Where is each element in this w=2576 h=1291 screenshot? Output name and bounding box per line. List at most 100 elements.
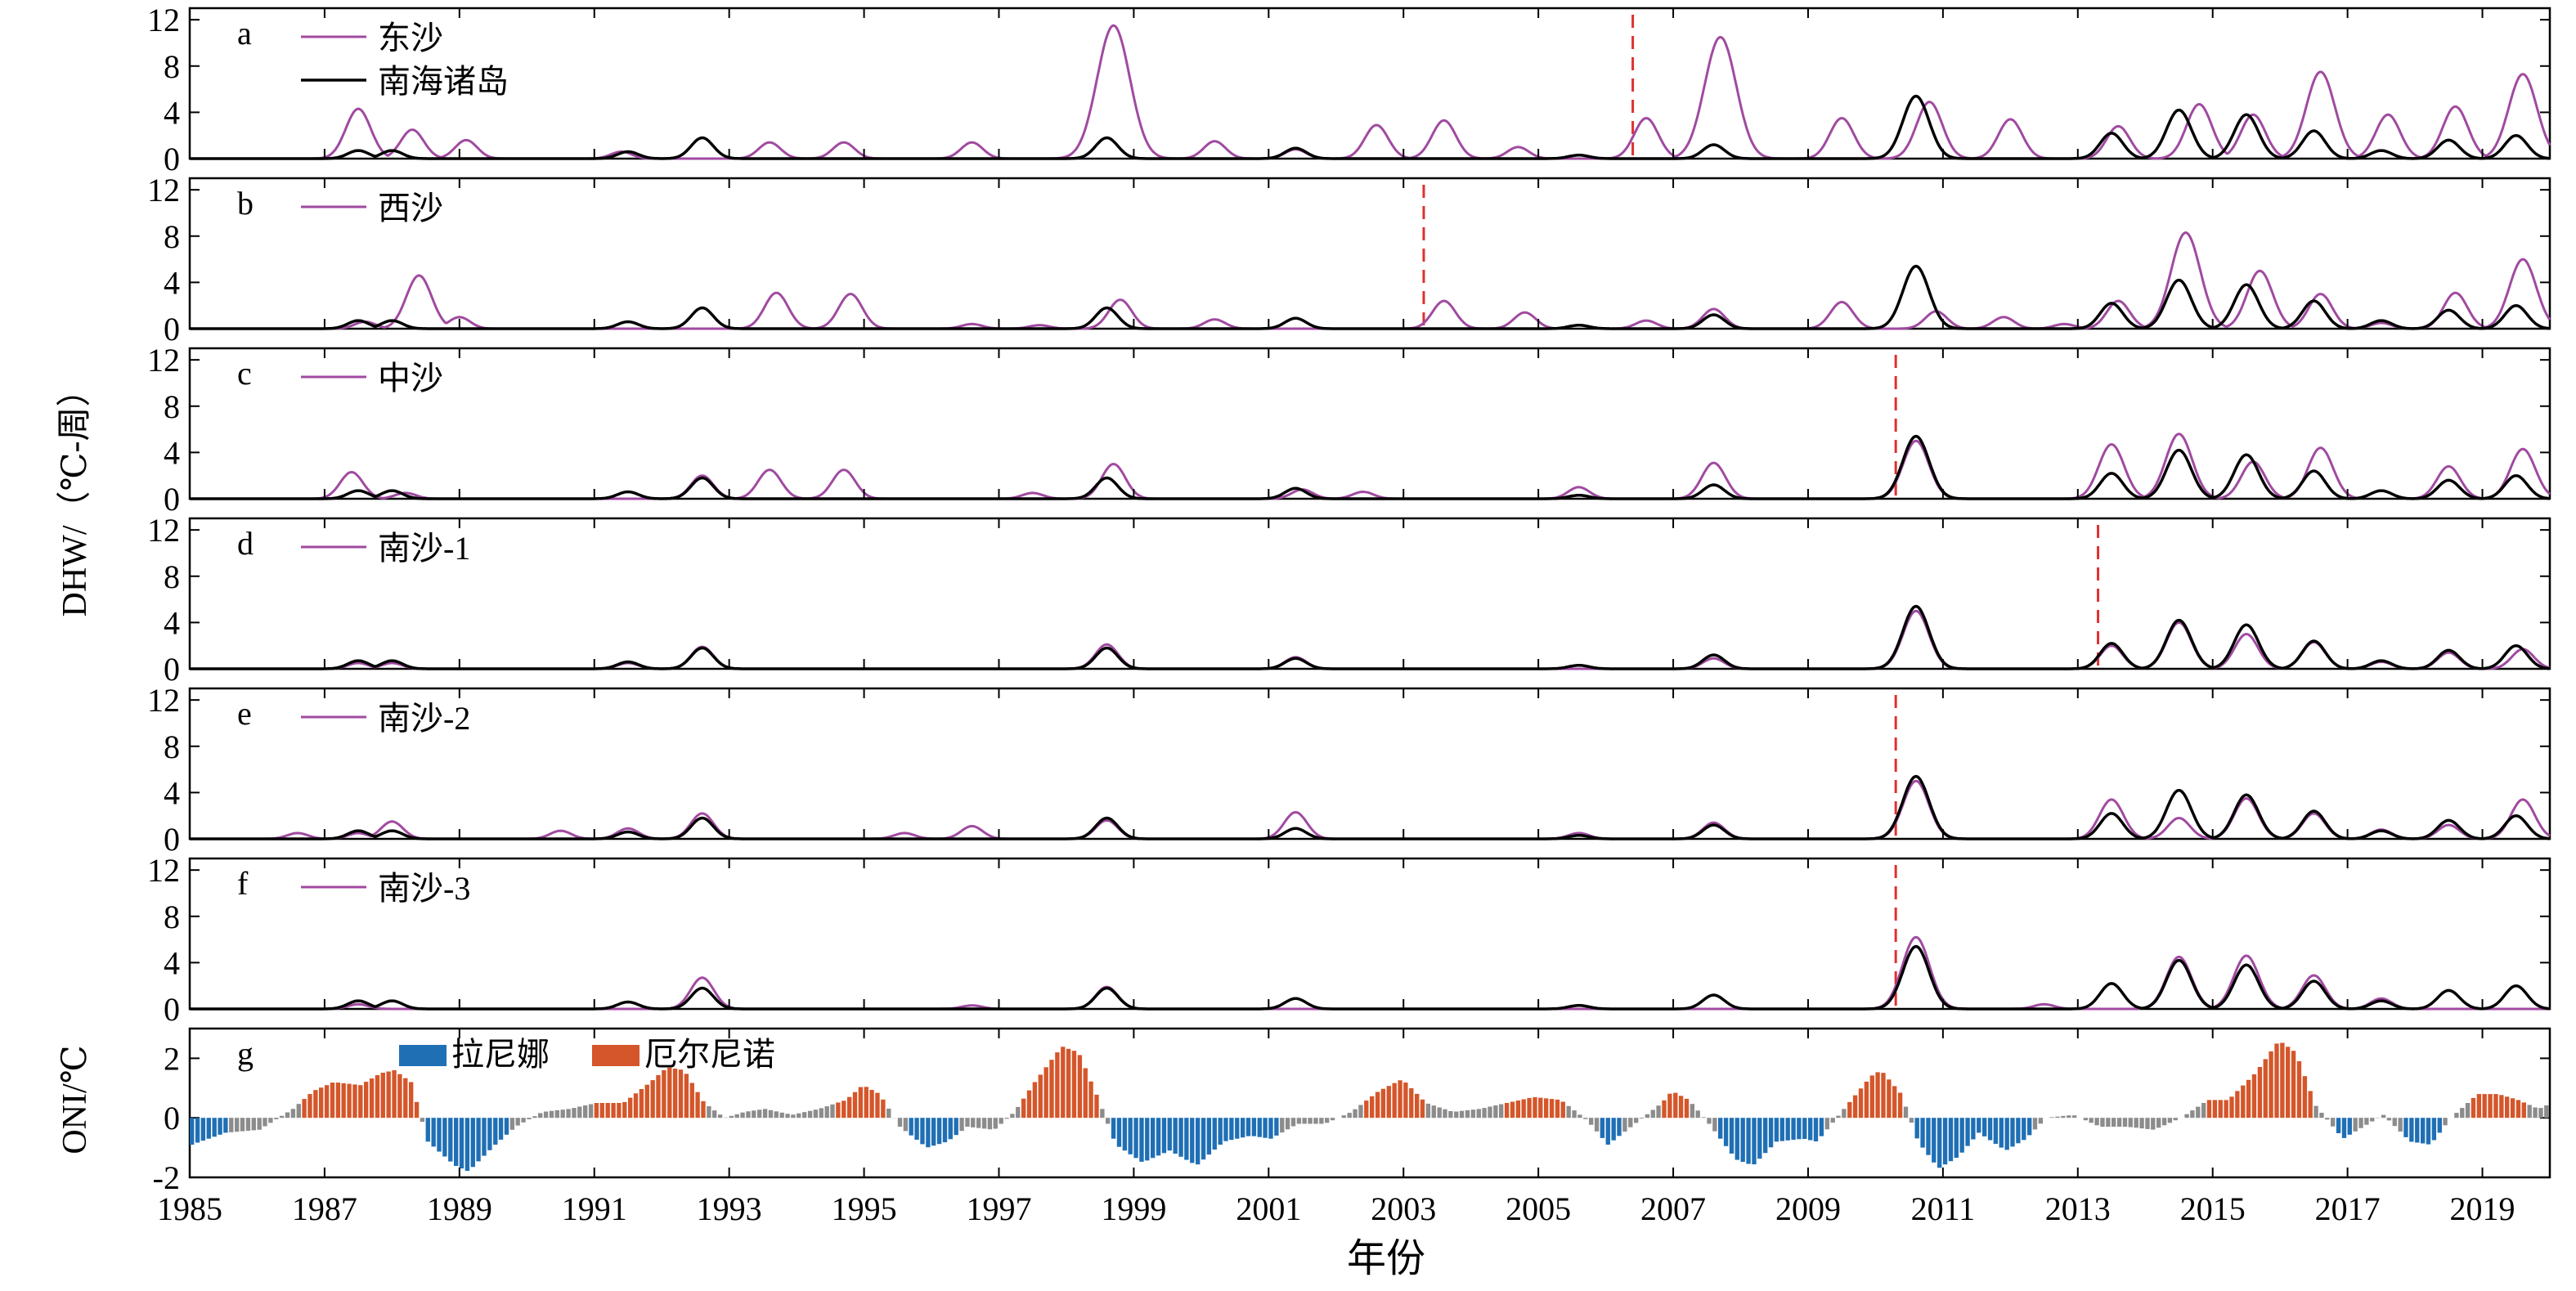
oni-bar: [2156, 1118, 2161, 1128]
oni-bar: [2224, 1100, 2228, 1118]
oni-bar: [875, 1092, 880, 1118]
oni-bar: [2055, 1116, 2060, 1118]
oni-bar: [1196, 1118, 1200, 1165]
oni-bar: [341, 1083, 346, 1118]
oni-bar: [2241, 1085, 2246, 1118]
oni-bar: [257, 1118, 262, 1130]
oni-bar: [2016, 1118, 2021, 1144]
oni-bar: [869, 1090, 874, 1118]
oni-bar: [836, 1102, 841, 1118]
oni-bar: [538, 1113, 543, 1118]
oni-bar: [572, 1108, 577, 1118]
oni-bar: [307, 1094, 312, 1118]
oni-bar: [797, 1113, 801, 1118]
oni-bar: [369, 1078, 375, 1118]
oni-bar: [2106, 1118, 2111, 1127]
oni-bar: [2421, 1118, 2426, 1144]
oni-bar: [1735, 1118, 1739, 1160]
oni-bar: [886, 1108, 891, 1118]
oni-bar: [335, 1083, 341, 1118]
oni-bar: [1645, 1114, 1650, 1118]
oni-bar: [2398, 1118, 2403, 1132]
oni-bar: [2493, 1094, 2498, 1118]
oni-bar: [409, 1082, 414, 1118]
oni-bar: [1813, 1118, 1819, 1141]
oni-bar: [1229, 1118, 1234, 1141]
x-axis: 1985 1987 1989 1991 1993 1995 1997 1999 2001 2003…: [157, 1190, 2515, 1227]
oni-bar: [2302, 1076, 2308, 1118]
legend: 中沙: [301, 360, 443, 397]
y-tick-label: 2: [164, 1040, 180, 1077]
oni-bar: [2161, 1118, 2167, 1126]
oni-bar: [268, 1118, 273, 1123]
oni-bar: [2476, 1094, 2482, 1118]
series-line-station: [190, 433, 2551, 500]
oni-bar: [2291, 1051, 2296, 1118]
oni-bar: [588, 1104, 594, 1118]
oni-bar: [1100, 1109, 1105, 1118]
x-axis-label: 年份: [1347, 1237, 1425, 1280]
oni-bar: [2296, 1061, 2302, 1118]
oni-bar: [1909, 1118, 1914, 1123]
oni-bar: [2022, 1118, 2026, 1141]
oni-bar: [1386, 1086, 1391, 1118]
legend-swatch-el-nino: [592, 1045, 640, 1066]
series-line-reference: [190, 434, 2551, 500]
panel-g: g -2 0 2 拉尼娜 厄尔尼诺: [153, 1027, 2551, 1196]
oni-bar: [1398, 1080, 1402, 1118]
y-tick-label: 0: [164, 1100, 180, 1136]
oni-bar: [1415, 1093, 1420, 1118]
oni-bar: [1707, 1118, 1712, 1124]
oni-bar: [1212, 1118, 1217, 1150]
oni-bar: [302, 1099, 307, 1118]
oni-bar: [2325, 1118, 2330, 1120]
oni-bar: [431, 1118, 436, 1147]
oni-bar: [487, 1118, 492, 1150]
oni-bar: [707, 1106, 711, 1118]
oni-bar: [813, 1109, 819, 1118]
oni-bar: [218, 1118, 222, 1135]
oni-bar: [2269, 1051, 2273, 1118]
oni-bar: [2061, 1115, 2066, 1118]
oni-bar: [1274, 1118, 1279, 1136]
legend-label-la-nina: 拉尼娜: [451, 1036, 550, 1073]
oni-bar: [2465, 1103, 2471, 1118]
oni-bar: [2353, 1118, 2358, 1132]
oni-bar: [936, 1118, 942, 1145]
oni-bar: [448, 1118, 453, 1162]
oni-bar: [1819, 1118, 1824, 1136]
oni-bar: [2049, 1117, 2054, 1118]
oni-bar: [1836, 1115, 1841, 1118]
legend-label: 南沙-2: [378, 700, 470, 737]
oni-bar: [330, 1083, 335, 1118]
oni-bar: [1785, 1118, 1790, 1141]
oni-bar: [1521, 1099, 1526, 1118]
oni-bar: [1364, 1100, 1369, 1118]
y-tick-label: 8: [164, 899, 180, 935]
oni-bar: [2460, 1108, 2465, 1118]
oni-bar: [1341, 1115, 1346, 1118]
oni-bar: [1308, 1118, 1313, 1124]
y-tick-label: 4: [164, 944, 180, 981]
x-tick-label: 2013: [2045, 1190, 2111, 1227]
oni-bar: [2128, 1118, 2133, 1127]
oni-bar: [2190, 1110, 2195, 1118]
y-tick-label: 8: [164, 48, 180, 85]
oni-bar: [1049, 1060, 1054, 1118]
oni-bar: [527, 1118, 532, 1119]
oni-bar: [2263, 1059, 2268, 1118]
oni-bar: [1600, 1118, 1605, 1138]
oni-bar: [347, 1083, 352, 1118]
oni-bar: [206, 1118, 211, 1139]
oni-bar: [2443, 1118, 2448, 1126]
oni-bar: [2116, 1118, 2122, 1127]
oni-bar: [397, 1074, 402, 1118]
oni-bar: [1083, 1068, 1088, 1118]
oni-bar: [1510, 1101, 1515, 1118]
oni-bar: [729, 1115, 734, 1118]
oni-bar: [807, 1110, 813, 1118]
oni-bar: [948, 1118, 953, 1140]
oni-bar: [1926, 1118, 1931, 1155]
